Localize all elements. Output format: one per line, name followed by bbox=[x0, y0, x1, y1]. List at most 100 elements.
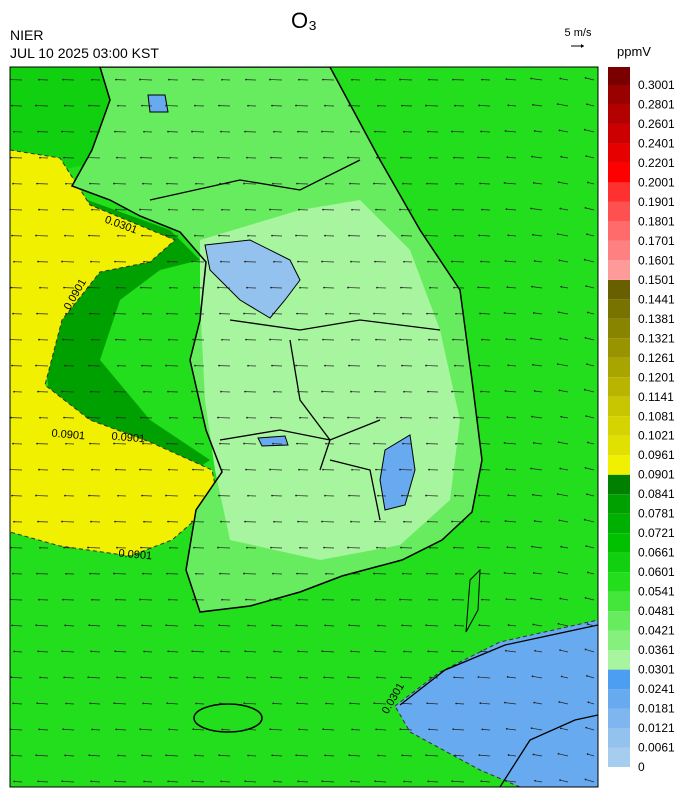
wind-arrow-head bbox=[142, 183, 144, 185]
wind-arrow-head bbox=[192, 79, 194, 81]
wind-arrow-head bbox=[452, 728, 454, 730]
wind-arrow-head bbox=[117, 755, 119, 757]
wind-arrow-head bbox=[478, 235, 480, 237]
wind-arrow-head bbox=[531, 416, 533, 418]
wind-arrow-head bbox=[349, 313, 351, 315]
wind-arrow-head bbox=[217, 547, 219, 549]
wind-arrow-head bbox=[505, 260, 507, 262]
colorbar-segment bbox=[608, 143, 630, 162]
colorbar-tick-label: 0.0841 bbox=[638, 487, 675, 501]
wind-arrow-head bbox=[377, 235, 379, 237]
wind-arrow-head bbox=[586, 363, 588, 365]
wind-arrow-head bbox=[217, 676, 219, 678]
wind-arrow-head bbox=[273, 261, 275, 263]
wind-arrow-head bbox=[506, 468, 508, 470]
wind-arrow-head bbox=[558, 181, 560, 183]
colorbar-tick-label: 0.2401 bbox=[638, 136, 675, 150]
wind-arrow-head bbox=[425, 365, 427, 367]
wind-arrow-head bbox=[63, 287, 65, 289]
wind-arrow-head bbox=[507, 156, 509, 158]
wind-arrow-head bbox=[585, 415, 587, 417]
wind-arrow-head bbox=[61, 131, 63, 133]
colorbar-tick-label: 0.1501 bbox=[638, 273, 675, 287]
wind-arrow-head bbox=[13, 261, 15, 263]
wind-arrow-head bbox=[298, 339, 300, 341]
wind-arrow-head bbox=[65, 573, 67, 575]
wind-arrow-head bbox=[477, 286, 479, 288]
wind-arrow-head bbox=[65, 313, 67, 315]
wind-arrow-head bbox=[194, 365, 196, 367]
wind-arrow-head bbox=[272, 443, 274, 445]
wind-arrow-head bbox=[479, 443, 481, 445]
wind-arrow-head bbox=[477, 416, 479, 418]
wind-arrow-head bbox=[585, 337, 587, 339]
wind-arrow-head bbox=[165, 624, 167, 626]
wind-arrow-head bbox=[245, 599, 247, 601]
wind-arrow-head bbox=[322, 339, 324, 341]
wind-arrow-head bbox=[348, 495, 350, 497]
wind-arrow-head bbox=[376, 287, 378, 289]
wind-arrow-head bbox=[114, 131, 116, 133]
colorbar-tick-label: 0.3001 bbox=[638, 78, 675, 92]
wind-arrow-head bbox=[557, 493, 559, 495]
wind-arrow-head bbox=[244, 780, 246, 782]
wind-arrow-head bbox=[167, 650, 169, 652]
wind-arrow-head bbox=[244, 391, 246, 393]
wind-arrow-head bbox=[585, 649, 587, 651]
wind-arrow-head bbox=[169, 547, 171, 549]
wind-arrow-head bbox=[507, 546, 509, 548]
wind-arrow-head bbox=[165, 105, 167, 107]
wind-arrow-head bbox=[139, 728, 141, 730]
wind-arrow-head bbox=[220, 131, 222, 133]
wind-arrow-head bbox=[481, 728, 483, 730]
wind-arrow-head bbox=[61, 650, 63, 652]
wind-arrow-head bbox=[399, 79, 401, 81]
wind-arrow-head bbox=[428, 729, 430, 731]
wind-arrow-head bbox=[587, 442, 589, 444]
wind-arrow-head bbox=[193, 287, 195, 289]
wind-arrow-head bbox=[586, 493, 588, 495]
wind-arrow-head bbox=[297, 521, 299, 523]
wind-arrow-head bbox=[140, 676, 142, 678]
wind-arrow-head bbox=[38, 729, 40, 731]
wind-arrow-head bbox=[64, 365, 66, 367]
wind-arrow-head bbox=[325, 703, 327, 705]
wind-arrow-head bbox=[63, 547, 65, 549]
wind-arrow-head bbox=[89, 573, 91, 575]
wind-arrow-head bbox=[427, 391, 429, 393]
wind-arrow-head bbox=[530, 468, 532, 470]
wind-arrow-head bbox=[64, 235, 66, 237]
wind-arrow-head bbox=[506, 728, 508, 730]
wind-arrow-head bbox=[35, 235, 37, 237]
wind-arrow-head bbox=[88, 624, 90, 626]
wind-arrow-head bbox=[143, 651, 145, 653]
colorbar-segment bbox=[608, 221, 630, 240]
wind-arrow-head bbox=[584, 129, 586, 131]
wind-arrow-head bbox=[63, 676, 65, 678]
wind-arrow-head bbox=[244, 261, 246, 263]
wind-arrow-head bbox=[533, 702, 535, 704]
wind-arrow-head bbox=[451, 131, 453, 133]
wind-arrow-head bbox=[89, 443, 91, 445]
wind-arrow-head bbox=[453, 676, 455, 678]
wind-arrow-head bbox=[244, 521, 246, 523]
wind-arrow-head bbox=[507, 364, 509, 366]
wind-arrow-head bbox=[220, 521, 222, 523]
wind-arrow-head bbox=[584, 259, 586, 261]
wind-arrow-head bbox=[478, 624, 480, 626]
wind-arrow-head bbox=[481, 79, 483, 81]
wind-arrow-head bbox=[168, 469, 170, 471]
wind-arrow-head bbox=[269, 599, 271, 601]
wind-arrow-head bbox=[402, 573, 404, 575]
wind-arrow-head bbox=[504, 442, 506, 444]
wind-arrow-head bbox=[194, 495, 196, 497]
wind-arrow-head bbox=[429, 677, 431, 679]
wind-arrow-head bbox=[454, 495, 456, 497]
wind-arrow-head bbox=[272, 703, 274, 705]
wind-arrow-head bbox=[87, 676, 89, 678]
colorbar-tick-label: 0.0661 bbox=[638, 546, 675, 560]
wind-arrow-head bbox=[325, 183, 327, 185]
wind-arrow-head bbox=[586, 103, 588, 105]
wind-arrow-head bbox=[37, 521, 39, 523]
